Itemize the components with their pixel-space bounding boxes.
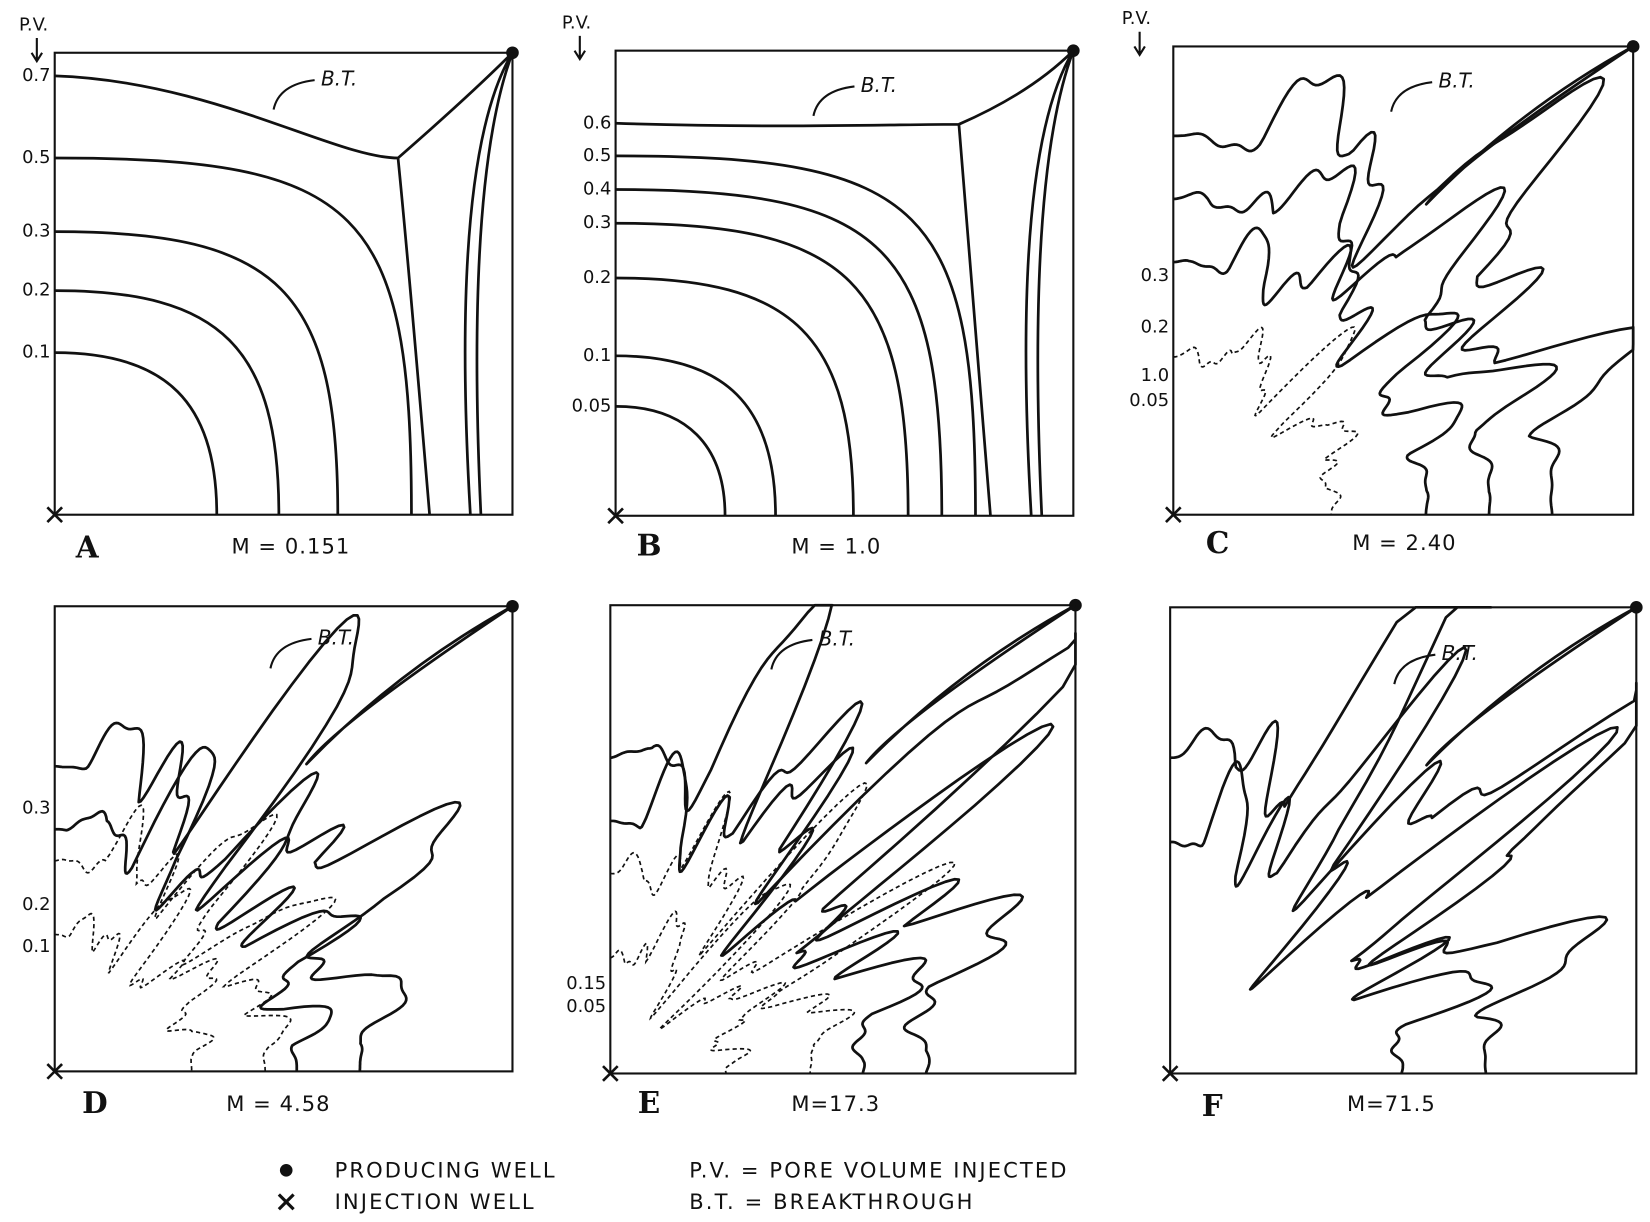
legend-pv: P.V. = PORE VOLUME INJECTED (689, 1157, 1068, 1182)
displacement-front (54, 613, 462, 1072)
contour-label: 0.15 (566, 973, 606, 994)
breakthrough-front (615, 49, 1075, 516)
displacement-front (1173, 226, 1464, 515)
panel-letter: D (82, 1085, 108, 1120)
contour-label: 0.05 (566, 996, 606, 1017)
contour-label: 0.5 (22, 147, 50, 168)
displacement-front (610, 883, 792, 1074)
breakthrough-label: B.T. (1438, 69, 1474, 93)
legend-producing: PRODUCING WELL (335, 1157, 557, 1182)
contour-label: 0.4 (583, 179, 611, 200)
displacement-front (1173, 326, 1359, 515)
displacement-front (1173, 164, 1558, 515)
displacement-front (615, 276, 855, 516)
displacement-front (615, 221, 910, 516)
mobility-ratio: M=71.5 (1347, 1091, 1436, 1116)
displacement-front (54, 887, 219, 1072)
panel-letter: F (1202, 1088, 1223, 1123)
breakthrough-arrow (269, 637, 312, 669)
contour-label: 0.2 (22, 280, 50, 301)
injection-well (46, 506, 64, 524)
injection-well-symbol (277, 1193, 295, 1211)
producing-well-symbol (279, 1163, 293, 1177)
displacement-front (610, 700, 1055, 1074)
displacement-front (1173, 74, 1635, 515)
breakthrough-finger (1424, 45, 1634, 206)
panel-letter: B (637, 527, 662, 562)
panel-frame (1169, 606, 1638, 1075)
panel-letter: E (638, 1085, 660, 1120)
displacement-front (54, 156, 413, 515)
legend-injection: INJECTION WELL (335, 1189, 536, 1214)
contour-label: 0.3 (583, 212, 611, 233)
contour-label: 0.2 (22, 894, 50, 915)
mobility-ratio: M=17.3 (791, 1091, 880, 1116)
contour-label: 0.2 (1141, 316, 1169, 337)
contour-label: 0.1 (22, 936, 50, 957)
breakthrough-arrow (272, 79, 315, 110)
panel-frame (609, 604, 1077, 1075)
contour-label: 1.0 (1141, 365, 1169, 386)
contour-label: 0.1 (583, 345, 611, 366)
breakthrough-arrow (770, 638, 813, 670)
displacement-front (54, 745, 362, 1072)
contour-label: 0.6 (583, 112, 611, 133)
contour-label: 0.2 (583, 267, 611, 288)
contour-label: 0.05 (572, 395, 612, 416)
injection-well (1165, 506, 1182, 524)
breakthrough-finger (864, 604, 1077, 765)
injection-well (46, 1063, 64, 1080)
displacement-front (615, 188, 944, 516)
contour-label: 0.5 (583, 145, 611, 166)
displacement-front (54, 804, 337, 1072)
contour-label: 0.3 (22, 797, 50, 818)
displacement-front (54, 351, 219, 515)
contour-label: 0.7 (22, 65, 50, 86)
breakthrough-arrow (1390, 81, 1433, 112)
displacement-front (1170, 645, 1619, 1074)
displacement-front (615, 404, 727, 516)
displacement-front (610, 603, 1077, 1074)
breakthrough-label: B.T. (318, 625, 354, 649)
contour-label: 0.05 (1129, 390, 1169, 411)
panel-letter: A (75, 529, 100, 564)
pv-arrow (30, 38, 43, 64)
panel-frame (614, 49, 1075, 517)
pv-header: P.V. (562, 12, 591, 33)
displacement-front (610, 782, 956, 1074)
breakthrough-label: B.T. (861, 73, 897, 97)
panel-letter: C (1206, 525, 1229, 560)
breakthrough-finger (305, 605, 514, 766)
mobility-ratio: M = 4.58 (226, 1091, 330, 1116)
injection-well (1161, 1065, 1179, 1082)
mobility-ratio: M = 2.40 (1352, 530, 1456, 555)
breakthrough-front (54, 51, 514, 515)
contour-label: 0.3 (22, 221, 50, 242)
mobility-ratio: M = 0.151 (232, 533, 351, 558)
displacement-front (615, 154, 977, 516)
displacement-front (1170, 605, 1638, 1074)
displacement-front (54, 230, 340, 515)
panel-frame (1172, 45, 1635, 516)
contour-label: 0.1 (22, 342, 50, 363)
pv-arrow (1133, 31, 1146, 57)
pv-header: P.V. (19, 14, 48, 35)
breakthrough-label: B.T. (321, 67, 357, 91)
contour-label: 0.3 (1141, 265, 1169, 286)
panel-frame (53, 51, 514, 516)
displacement-front (615, 354, 777, 516)
mobility-ratio: M = 1.0 (791, 533, 881, 558)
panel-frame (53, 605, 514, 1073)
legend-bt: B.T. = BREAKTHROUGH (689, 1189, 974, 1214)
injection-well (602, 1065, 619, 1082)
displacement-front (54, 289, 281, 515)
breakthrough-finger (1425, 606, 1638, 767)
pv-header: P.V. (1122, 8, 1151, 29)
injection-well (607, 507, 624, 525)
breakthrough-arrow (812, 85, 855, 117)
pv-arrow (573, 35, 586, 62)
